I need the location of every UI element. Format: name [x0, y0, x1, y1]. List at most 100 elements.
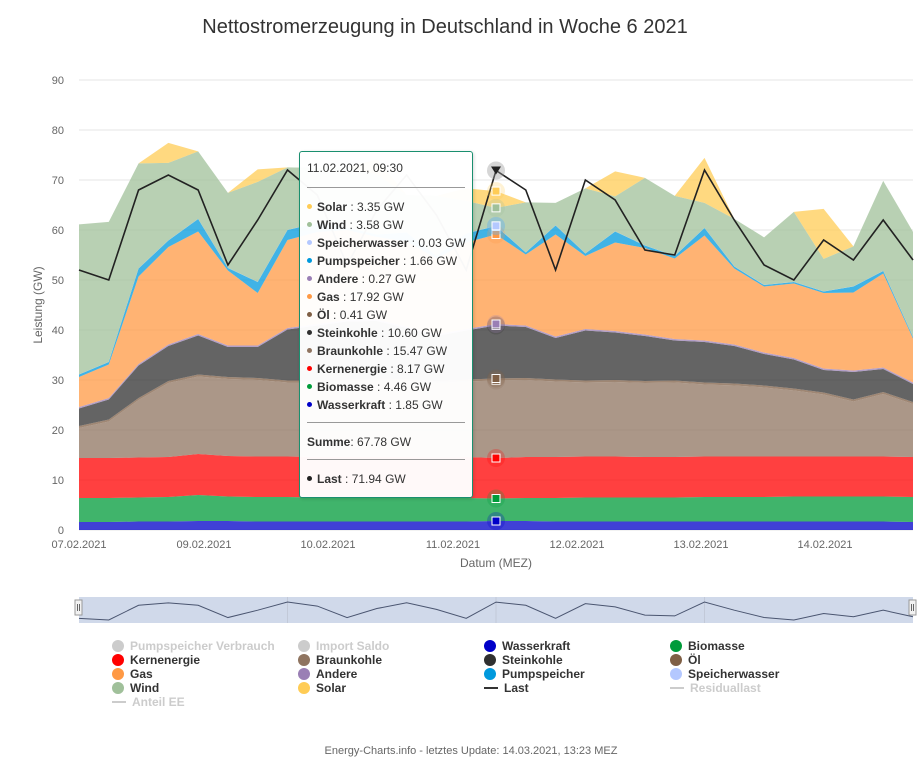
- hover-marker: [491, 374, 501, 383]
- tooltip-dot: [307, 402, 312, 408]
- area-andere[interactable]: [79, 319, 913, 409]
- tooltip-divider: [307, 187, 465, 188]
- tooltip-last-label: Last: [317, 472, 342, 486]
- legend-item-gas[interactable]: Gas: [112, 667, 153, 681]
- y-tick-label: 60: [52, 225, 64, 237]
- hover-marker: [491, 453, 501, 463]
- tooltip-row-label: Wasserkraft: [317, 398, 386, 412]
- hover-marker: [491, 494, 501, 503]
- legend-item-pumpspeicher-verbrauch[interactable]: Pumpspeicher Verbrauch: [112, 639, 275, 653]
- legend-dot-icon: [484, 653, 496, 666]
- tooltip-row-value: 10.60 GW: [387, 326, 442, 340]
- legend-label: Residuallast: [690, 681, 761, 695]
- area-biomasse[interactable]: [79, 495, 913, 522]
- tooltip-row-value: 0.41 GW: [339, 308, 388, 322]
- legend-item-solar[interactable]: Solar: [298, 681, 346, 695]
- tooltip-row-value: 1.66 GW: [409, 254, 458, 268]
- tooltip-row: Speicherwasser : 0.03 GW: [307, 234, 466, 252]
- legend-line-icon: [670, 686, 684, 689]
- x-tick-label: 10.02.2021: [300, 539, 355, 551]
- legend-dot-icon: [112, 681, 124, 694]
- legend-dot-icon: [112, 653, 124, 666]
- tooltip-row-label: Andere: [317, 272, 359, 286]
- legend-dot-icon: [484, 667, 496, 680]
- legend-dot-icon: [298, 639, 310, 652]
- legend-item-import-saldo[interactable]: Import Saldo: [298, 639, 389, 653]
- tooltip-dot: [307, 276, 312, 282]
- y-tick-label: 70: [52, 175, 64, 187]
- hover-marker: [491, 221, 501, 231]
- tooltip-row-label: Steinkohle: [317, 326, 378, 340]
- navigator-series: [78, 601, 914, 621]
- tooltip-sum-label: Summe: [307, 435, 351, 449]
- navigator-handle-left[interactable]: [74, 599, 83, 616]
- legend-item-kernenergie[interactable]: Kernenergie: [112, 653, 200, 667]
- area-steinkohle[interactable]: [79, 321, 913, 426]
- navigator-handle-right[interactable]: [908, 599, 917, 616]
- tooltip-dot: [307, 366, 312, 372]
- legend-item-steinkohle[interactable]: Steinkohle: [484, 653, 563, 667]
- tooltip-row-label: Öl: [317, 308, 330, 322]
- legend-dot-icon: [298, 681, 310, 694]
- tooltip-last-value: 71.94 GW: [351, 472, 406, 486]
- legend-item-residuallast[interactable]: Residuallast: [670, 681, 761, 695]
- tooltip-row-value: 3.35 GW: [357, 200, 405, 214]
- hover-marker: [491, 203, 501, 213]
- tooltip-row: Pumpspeicher : 1.66 GW: [307, 252, 465, 270]
- legend-label: Biomasse: [688, 639, 745, 653]
- tooltip-row-value: 3.58 GW: [356, 218, 404, 232]
- legend-item-anteil-ee[interactable]: Anteil EE: [112, 695, 185, 709]
- legend-label: Solar: [316, 681, 347, 695]
- tooltip-dot: [307, 312, 312, 318]
- tooltip-rows: Solar : 3.35 GW Wind : 3.58 GW Speicherwas…: [307, 198, 466, 414]
- area-kernenergie[interactable]: [79, 454, 913, 499]
- x-tick-label: 12.02.2021: [549, 539, 604, 551]
- legend-label: Öl: [688, 653, 701, 667]
- legend-label: Braunkohle: [316, 653, 383, 667]
- legend-label: Wasserkraft: [502, 639, 571, 653]
- tooltip-row-label: Pumpspeicher: [317, 254, 400, 268]
- legend-item-pumpspeicher[interactable]: Pumpspeicher: [484, 667, 585, 681]
- legend-label: Gas: [130, 667, 153, 681]
- legend-label: Last: [504, 681, 529, 695]
- legend-item--l[interactable]: Öl: [670, 653, 701, 667]
- tooltip-sum: Summe: 67.78 GW: [307, 435, 412, 449]
- navigator[interactable]: [74, 597, 917, 623]
- legend-label: Wind: [130, 681, 160, 695]
- tooltip-dot: [307, 240, 312, 246]
- tooltip-row: Andere : 0.27 GW: [307, 270, 465, 288]
- legend-label: Speicherwasser: [688, 667, 780, 681]
- y-axis-title: Leistung (GW): [31, 266, 45, 343]
- tooltip-row: Solar : 3.35 GW: [307, 198, 465, 216]
- area-braunkohle[interactable]: [79, 376, 913, 459]
- tooltip-row-label: Gas: [317, 290, 340, 304]
- y-tick-label: 0: [58, 525, 64, 537]
- tooltip: 11.02.2021, 09:30 Solar : 3.35 GW Wind : …: [299, 151, 473, 498]
- tooltip-row-value: 1.85 GW: [395, 398, 443, 412]
- legend-dot-icon: [112, 639, 124, 652]
- tooltip-row-label: Wind: [317, 218, 347, 232]
- legend-label: Import Saldo: [316, 639, 390, 653]
- y-tick-label: 90: [52, 75, 64, 87]
- tooltip-row: Gas : 17.92 GW: [307, 288, 465, 306]
- y-tick-label: 20: [52, 425, 64, 437]
- tooltip-row: Braunkohle : 15.47 GW: [307, 342, 465, 360]
- tooltip-row: Wasserkraft : 1.85 GW: [307, 396, 465, 414]
- legend-item-wind[interactable]: Wind: [112, 681, 159, 695]
- legend-item-biomasse[interactable]: Biomasse: [670, 639, 745, 653]
- legend-item-andere[interactable]: Andere: [298, 667, 357, 681]
- legend-label: Pumpspeicher: [502, 667, 585, 681]
- legend-dot-icon: [484, 639, 496, 652]
- area-wind[interactable]: [79, 151, 913, 375]
- tooltip-dot: [307, 204, 312, 210]
- legend-item-speicherwasser[interactable]: Speicherwasser: [670, 667, 779, 681]
- legend-item-wasserkraft[interactable]: Wasserkraft: [484, 639, 570, 653]
- tooltip-date: 11.02.2021, 09:30: [307, 161, 403, 175]
- legend-item-last[interactable]: Last: [484, 681, 529, 695]
- legend-item-braunkohle[interactable]: Braunkohle: [298, 653, 382, 667]
- area-gas[interactable]: [79, 230, 913, 407]
- tooltip-dot: [307, 384, 312, 390]
- hover-marker: [491, 516, 501, 526]
- hover-marker-last: [491, 166, 501, 175]
